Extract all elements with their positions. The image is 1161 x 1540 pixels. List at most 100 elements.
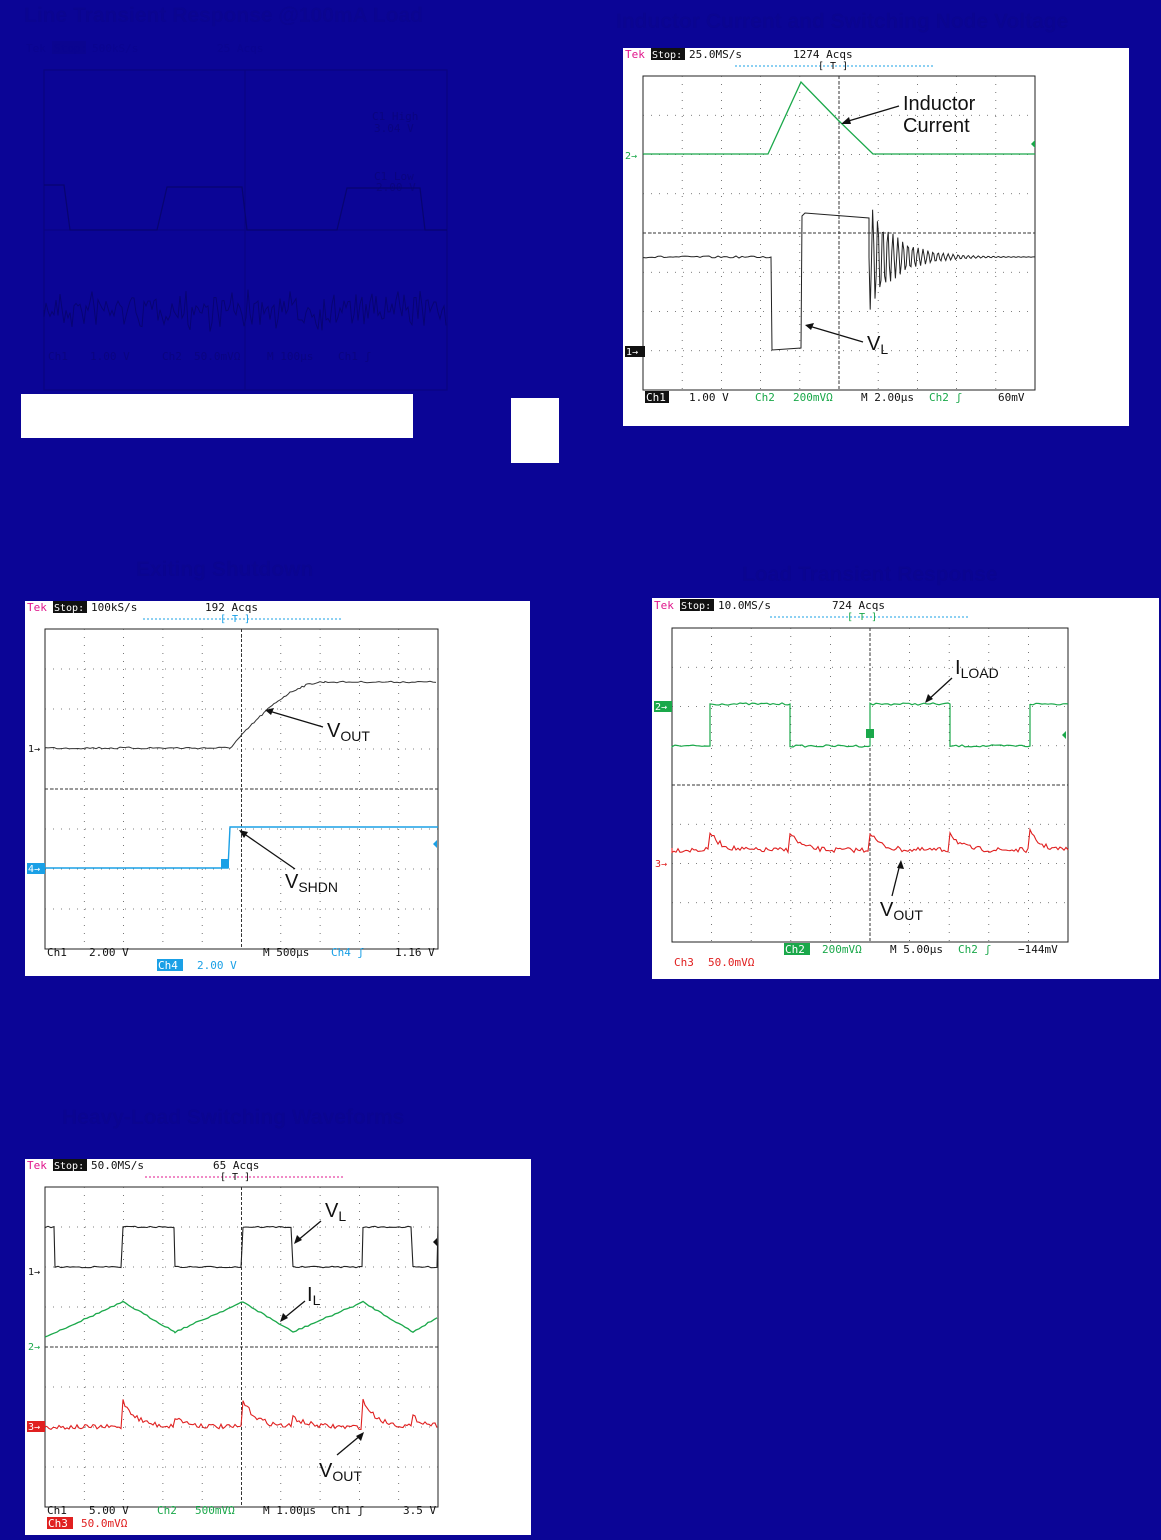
panel2-scope: Tek Stop: 25.0MS/s 1274 Acqs [ T ] 2→ 1→…: [623, 48, 1129, 426]
p1-c1high-val: 3.04 V: [374, 122, 414, 135]
p3-f-ch4: Ch4: [158, 959, 178, 972]
p5-stop-box: [53, 1159, 87, 1171]
panel5-title: Heavy-Load Switching Waveforms: [62, 1106, 405, 1129]
p2-f-trig: Ch2 ʃ: [929, 391, 962, 404]
p2-ch1-marker-box: [625, 346, 645, 357]
p2-ann-inductor-1: Inductor: [903, 93, 976, 115]
p3-f-ch4-scale: 2.00 V: [197, 959, 237, 972]
panel1-title: Line Transient Response @100mA Load: [24, 4, 423, 27]
p1-ch1-label: Ch1: [48, 350, 68, 363]
p5-vout-trace: [44, 1398, 438, 1431]
p3-ch4-marker: 4→: [28, 864, 40, 875]
p4-ann-vout-arrowhead: [897, 860, 904, 869]
p2-rate: 25.0MS/s: [689, 48, 742, 61]
p3-ann-vshdn: VSHDN: [285, 871, 338, 895]
p5-il-trace: [44, 1300, 438, 1338]
p4-f-ch3: Ch3: [674, 956, 694, 969]
p2-stop: Stop:: [652, 50, 682, 61]
p5-ann-vout-arrow: [336, 1434, 362, 1456]
p5-graticule: [44, 1186, 439, 1508]
p2-f-ch2-scale: 200mVΩ: [793, 391, 833, 404]
p2-f-ch1-scale: 1.00 V: [689, 391, 729, 404]
p5-ch2-marker: 2→: [28, 1342, 40, 1353]
p5-ch3-box: [47, 1517, 73, 1529]
panel5-scope: Tek Stop: 50.0MS/s 65 Acqs [ T ] 1→ 2→ 3…: [25, 1159, 531, 1535]
p1-side-box: [511, 398, 559, 463]
p5-f-time: M 1.00µs: [263, 1504, 316, 1517]
p5-acqs: 65 Acqs: [213, 1159, 259, 1172]
p1-ch2-scale: 50.0mVΩ: [194, 350, 241, 363]
p3-ch4-box: [157, 959, 183, 971]
p4-iload-trace: [671, 702, 1069, 748]
p3-ann-vout-arrowhead: [265, 708, 274, 715]
p5-f-level: 3.5 V: [403, 1504, 436, 1517]
p5-ann-vl-arrow: [296, 1220, 322, 1242]
panel1-scope: Tek Stop: 500kS/s 25 Acqs C1 High 3.04 V…: [22, 38, 502, 398]
p3-graticule: [44, 628, 439, 950]
p2-ann-inductor-2: Current: [903, 115, 970, 137]
p5-ann-vl: VL: [325, 1200, 346, 1224]
p1-ch1-scale: 1.00 V: [90, 350, 130, 363]
p5-ann-il-arrow: [282, 1300, 306, 1320]
p3-f-trig: Ch4 ʃ: [331, 946, 364, 959]
p5-vl-trace: [44, 1225, 439, 1269]
p5-tek: Tek: [27, 1159, 47, 1172]
p3-ann-vout: VOUT: [327, 720, 370, 744]
p3-acqs: 192 Acqs: [205, 601, 258, 614]
p2-ann-vl: VL: [867, 333, 888, 357]
panel3-title: Exiting Shutdown: [136, 558, 314, 581]
p3-ann-vout-arrow: [268, 710, 324, 728]
p3-ch1-marker: 1→: [28, 744, 40, 755]
p4-ch2-box: [784, 943, 810, 955]
p4-f-level: −144mV: [1018, 943, 1058, 956]
p2-ch2-marker: 2→: [625, 151, 637, 162]
p2-ch1-marker: 1→: [626, 347, 638, 358]
p2-trig-bracket: [ T ]: [818, 61, 848, 72]
p2-inductor-current-trace: [643, 80, 1035, 155]
p5-f-ch2-scale: 500mVΩ: [195, 1504, 235, 1517]
p3-trig-bracket: [ T ]: [220, 614, 250, 625]
p5-ch3-marker-box: [27, 1421, 45, 1432]
p3-ann-vshdn-arrowhead: [239, 830, 248, 838]
p2-ann-inductor-arrow: [844, 105, 900, 123]
p4-stop: Stop:: [681, 601, 711, 612]
p4-ch2-marker-right: [1062, 731, 1066, 739]
p5-ann-il-arrowhead: [280, 1313, 288, 1322]
p4-ch2-marker-box: [654, 701, 672, 712]
p4-ann-vout: VOUT: [880, 899, 923, 923]
panel3-svg: Tek Stop: 100kS/s 192 Acqs [ T ] 1→ 4→ V…: [27, 601, 439, 972]
p3-f-time: M 500µs: [263, 946, 309, 959]
p1-c1high: C1 High: [372, 110, 418, 123]
p5-ann-vout-arrowhead: [356, 1432, 364, 1441]
p5-f-ch1: Ch1: [47, 1504, 67, 1517]
p4-acqs: 724 Acqs: [832, 599, 885, 612]
p3-vshdn-trace: [45, 826, 438, 869]
p3-tek: Tek: [27, 601, 47, 614]
p2-f-time: M 2.00µs: [861, 391, 914, 404]
p3-f-ch1: Ch1: [47, 946, 67, 959]
p5-ann-il: IL: [307, 1284, 321, 1308]
panel4-title: Load Transient Response: [742, 563, 998, 586]
p2-f-ch1: Ch1: [646, 391, 666, 404]
panel5-svg: Tek Stop: 50.0MS/s 65 Acqs [ T ] 1→ 2→ 3…: [27, 1159, 439, 1530]
p1-ch1-trace: [44, 184, 447, 231]
p1-ch2-label: Ch2: [162, 350, 182, 363]
p1-trig: Ch1 ʃ: [338, 350, 371, 363]
p4-tek: Tek: [654, 599, 674, 612]
p4-f-ch2-scale: 200mVΩ: [822, 943, 862, 956]
p2-graticule: [642, 75, 1036, 391]
p5-ch1-marker: 1→: [28, 1267, 40, 1278]
p2-ann-vl-arrowhead: [805, 323, 814, 330]
p4-ann-iload-arrow: [927, 677, 953, 701]
p3-trig-marker: [221, 859, 229, 868]
p3-ann-vshdn-arrow: [242, 832, 296, 870]
p5-stop: Stop:: [54, 1161, 84, 1172]
p3-stop: Stop:: [54, 603, 84, 614]
p3-f-ch1-scale: 2.00 V: [89, 946, 129, 959]
p4-rate: 10.0MS/s: [718, 599, 771, 612]
p4-ch3-marker: 3→: [655, 859, 667, 870]
p4-f-ch3-scale: 50.0mVΩ: [708, 956, 755, 969]
p5-rate: 50.0MS/s: [91, 1159, 144, 1172]
p5-f-ch1-scale: 5.00 V: [89, 1504, 129, 1517]
p5-f-ch3: Ch3: [48, 1517, 68, 1530]
